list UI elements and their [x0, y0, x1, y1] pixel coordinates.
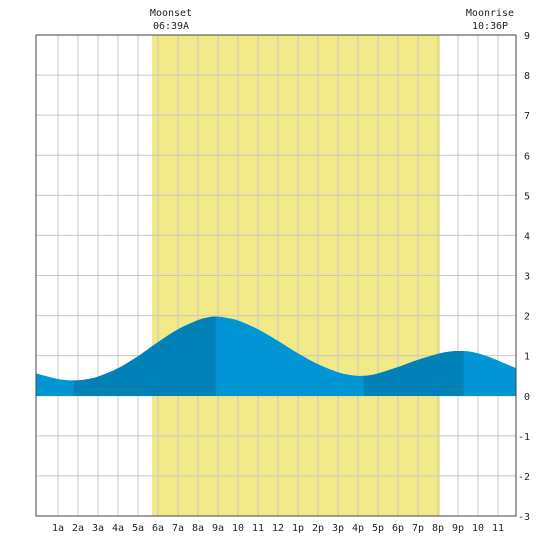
- y-tick-label: 3: [524, 272, 530, 283]
- plot-border: [35, 34, 517, 517]
- x-tick-label: 10: [472, 523, 484, 534]
- x-tick-label: 5p: [372, 523, 384, 534]
- x-tick-labels: 1a 2a 3a 4a 5a 6a 7a 8a 9a 10 11 12 1p 2p 3p 4p 5p 6p 7p 8p…: [52, 523, 504, 534]
- x-tick-label: 6p: [392, 523, 404, 534]
- tide-falling-segment: [215, 316, 365, 397]
- y-tick-label: 1: [524, 352, 530, 363]
- x-tick-label: 4p: [352, 523, 364, 534]
- x-tick-label: 9p: [452, 523, 464, 534]
- plot-frame: [35, 34, 517, 517]
- y-tick-label: -2: [518, 472, 530, 483]
- y-tick-labels: -3 -2 -1 0 1 2 3 4 5 6 7 8 9: [518, 31, 530, 523]
- tide-rising-segment: [73, 316, 217, 397]
- x-tick-label: 1a: [52, 523, 64, 534]
- tide-area: [35, 316, 517, 397]
- x-tick-label: 8a: [192, 523, 204, 534]
- y-tick-label: 0: [524, 392, 530, 403]
- moonrise-label: Moonrise: [466, 8, 514, 19]
- moon-annotations: Moonset 06:39A Moonrise 10:36P: [150, 8, 514, 32]
- tide-falling-segment: [463, 351, 517, 397]
- x-tick-label: 12: [272, 523, 284, 534]
- x-tick-label: 9a: [212, 523, 224, 534]
- moonrise-time: 10:36P: [472, 21, 508, 32]
- x-tick-label: 3a: [92, 523, 104, 534]
- y-tick-label: 4: [524, 231, 530, 242]
- x-tick-label: 6a: [152, 523, 164, 534]
- moonset-label: Moonset: [150, 8, 192, 19]
- y-tick-label: 5: [524, 191, 530, 202]
- y-tick-label: -3: [518, 512, 530, 523]
- y-tick-label: -1: [518, 432, 530, 443]
- x-tick-label: 2p: [312, 523, 324, 534]
- tide-rising-segment: [363, 350, 465, 397]
- x-tick-label: 11: [492, 523, 504, 534]
- x-tick-label: 2a: [72, 523, 84, 534]
- x-tick-label: 10: [232, 523, 244, 534]
- x-tick-label: 4a: [112, 523, 124, 534]
- y-tick-label: 9: [524, 31, 530, 42]
- x-tick-label: 11: [252, 523, 264, 534]
- x-tick-label: 8p: [432, 523, 444, 534]
- y-tick-label: 6: [524, 151, 530, 162]
- grid-lines: [36, 34, 516, 517]
- tide-falling-segment: [35, 373, 75, 397]
- y-tick-label: 2: [524, 312, 530, 323]
- x-tick-label: 3p: [332, 523, 344, 534]
- x-tick-label: 5a: [132, 523, 144, 534]
- x-tick-label: 7a: [172, 523, 184, 534]
- x-tick-label: 7p: [412, 523, 424, 534]
- y-tick-label: 8: [524, 71, 530, 82]
- moonset-time: 06:39A: [153, 21, 189, 32]
- y-tick-label: 7: [524, 111, 530, 122]
- x-tick-label: 1p: [292, 523, 304, 534]
